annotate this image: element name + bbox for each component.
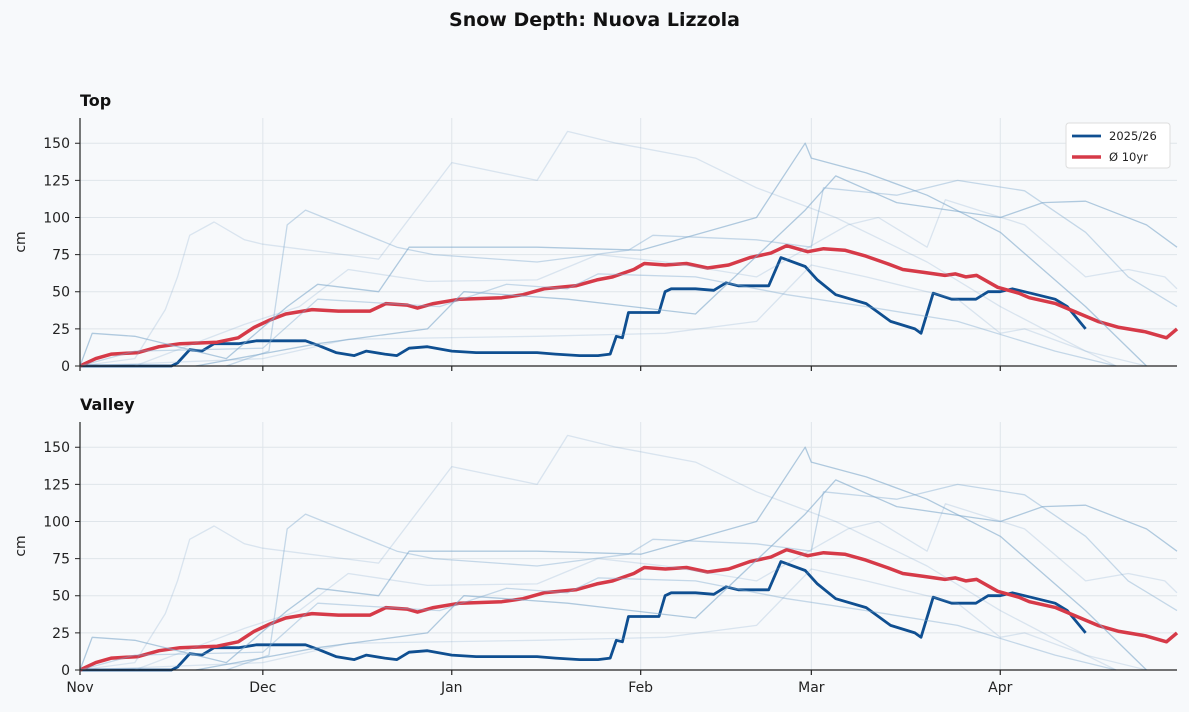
y-tick-label: 0	[61, 359, 70, 375]
y-tick-label: 125	[43, 173, 70, 189]
panel-valley: 0 25 50 75 100 125 150 Nov Dec Jan Feb Mar Apr Valley…	[13, 395, 1179, 696]
history-season-line	[226, 179, 1178, 367]
history-season-line	[195, 479, 1178, 671]
x-tick-label: Mar	[798, 680, 825, 696]
history-season-line	[195, 175, 1178, 367]
y-tick-label: 75	[52, 248, 70, 264]
legend-label: 2025/26	[1109, 129, 1157, 143]
chart-title: Snow Depth: Nuova Lizzola	[449, 9, 740, 31]
y-tick-label: 150	[43, 136, 70, 152]
y-tick-label: 150	[43, 440, 70, 456]
y-tick-label: 25	[52, 322, 70, 338]
history-season-line	[79, 142, 1147, 367]
y-tick-label: 50	[52, 589, 70, 605]
y-tick-label: 25	[52, 626, 70, 642]
panel-title: Top	[80, 91, 111, 110]
history-season-line	[79, 568, 1117, 671]
panel-title: Valley	[80, 395, 135, 414]
y-tick-label: 50	[52, 285, 70, 301]
history-season-line	[79, 577, 1117, 671]
history-season-line	[79, 130, 1147, 367]
legend: 2025/26 Ø 10yr	[1065, 122, 1171, 169]
y-tick-label: 125	[43, 477, 70, 493]
y-tick-label: 100	[43, 514, 70, 530]
average-10yr-line	[79, 243, 1179, 368]
y-tick-label: 75	[52, 552, 70, 568]
history-season-line	[226, 483, 1178, 671]
x-tick-label: Nov	[66, 680, 93, 696]
panel-top: 0 25 50 75 100 125 150 Top cm 2025/26 Ø 10yr	[13, 91, 1179, 375]
history-season-line	[134, 503, 1178, 671]
legend-label: Ø 10yr	[1109, 150, 1148, 164]
y-tick-label: 0	[61, 663, 70, 679]
x-tick-label: Jan	[440, 680, 463, 696]
y-axis-label: cm	[13, 535, 29, 556]
x-tick-label: Apr	[988, 680, 1012, 696]
history-season-line	[79, 264, 1117, 367]
history-season-line	[79, 446, 1147, 671]
y-axis-label: cm	[13, 231, 29, 252]
history-season-line	[79, 273, 1117, 367]
average-10yr-line	[79, 547, 1179, 672]
x-tick-label: Dec	[249, 680, 276, 696]
y-tick-label: 100	[43, 210, 70, 226]
history-season-line	[79, 434, 1147, 671]
history-season-line	[134, 199, 1178, 367]
x-tick-label: Feb	[628, 680, 653, 696]
